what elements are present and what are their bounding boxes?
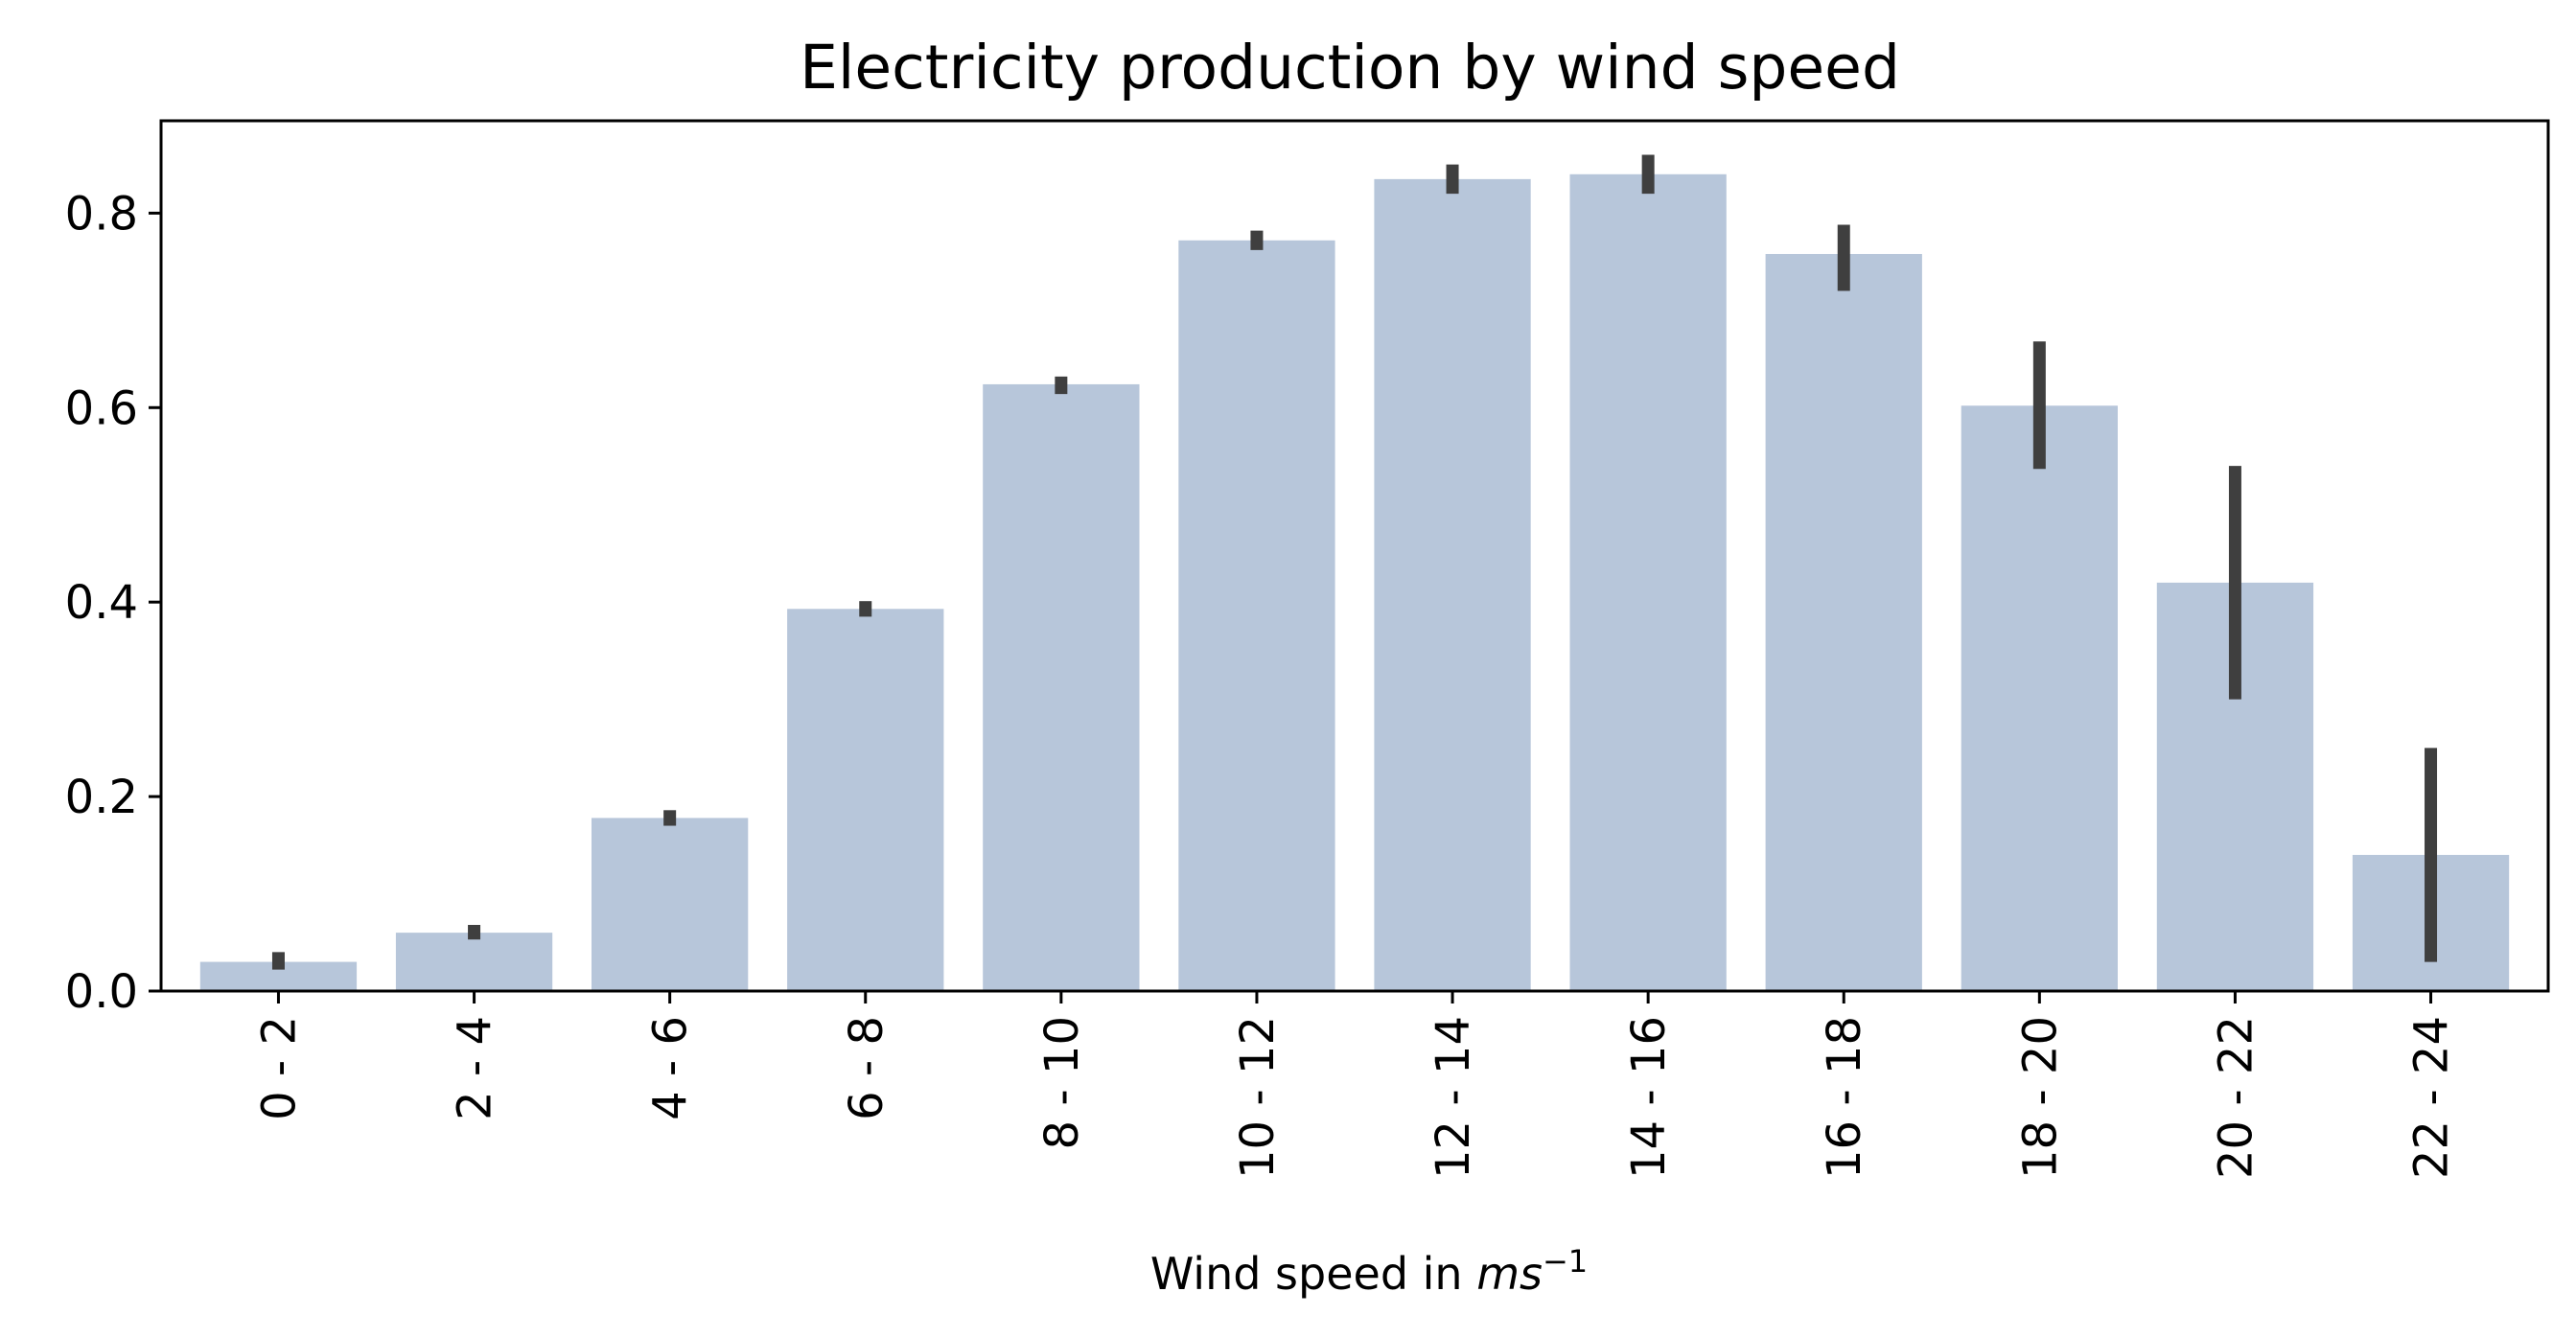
y-tick-label: 0.6 xyxy=(65,381,138,435)
error-bars-group xyxy=(271,154,2438,970)
x-tick-label: 16 - 18 xyxy=(1818,1016,1871,1179)
y-tick-label: 0.8 xyxy=(65,187,138,241)
x-tick-label: 0 - 2 xyxy=(252,1016,306,1120)
x-tick-label: 12 - 14 xyxy=(1427,1016,1480,1179)
y-tick-label: 0.0 xyxy=(65,965,138,1019)
bar xyxy=(1569,173,1727,991)
x-axis: 0 - 2 2 - 4 4 - 6 6 - 8 8 - 10 10 - 12 12 - 14… xyxy=(252,991,2459,1179)
bar xyxy=(1961,405,2118,991)
x-tick-label: 22 - 24 xyxy=(2405,1016,2459,1179)
chart-title: Electricity production by wind speed xyxy=(800,33,1900,103)
bar xyxy=(1178,240,1335,991)
bar xyxy=(1765,253,1922,991)
x-axis-label: Wind speed in ms−1 xyxy=(1150,1243,1588,1300)
bar xyxy=(592,818,749,991)
x-tick-label: 14 - 16 xyxy=(1622,1016,1676,1179)
x-tick-label: 2 - 4 xyxy=(449,1016,502,1120)
bar xyxy=(395,933,553,991)
x-tick-label: 8 - 10 xyxy=(1035,1016,1089,1149)
bar xyxy=(983,383,1140,992)
plot-frame xyxy=(159,119,2550,993)
bars-group xyxy=(199,173,2510,992)
x-tick-label: 18 - 20 xyxy=(2013,1016,2067,1179)
x-tick-label: 20 - 22 xyxy=(2209,1016,2263,1179)
y-tick-label: 0.4 xyxy=(65,576,138,630)
x-tick-label: 4 - 6 xyxy=(644,1016,698,1120)
bar xyxy=(1374,178,1531,991)
y-axis: 0.0 0.2 0.4 0.6 0.8 xyxy=(65,187,161,1019)
bar xyxy=(787,609,944,991)
x-tick-label: 10 - 12 xyxy=(1231,1016,1285,1179)
y-tick-label: 0.2 xyxy=(65,771,138,824)
x-tick-label: 6 - 8 xyxy=(840,1016,893,1120)
